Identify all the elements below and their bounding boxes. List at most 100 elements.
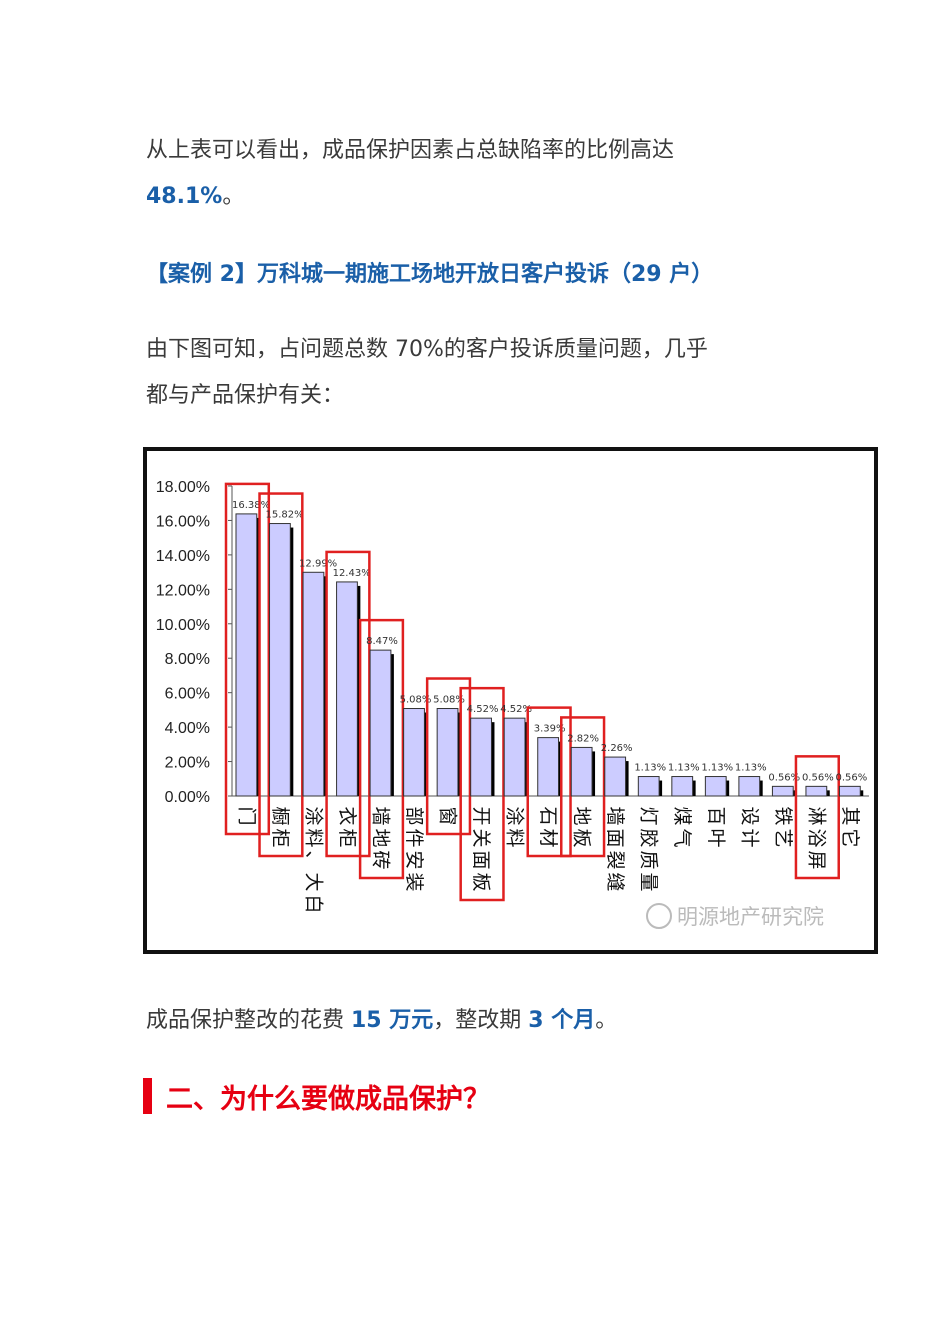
category-label: 件 — [403, 828, 425, 847]
category-label: 设 — [738, 806, 760, 825]
bar-value-label: 1.13% — [634, 763, 666, 774]
bar — [369, 649, 392, 797]
category-label: 面 — [604, 828, 626, 847]
paragraph-punct: 。 — [222, 184, 245, 209]
category-label: 涂 — [302, 806, 324, 825]
category-label: 淋 — [805, 806, 827, 825]
category-label: 裂 — [604, 850, 626, 869]
category-label: 料 — [302, 828, 324, 847]
bar-value-label: 4.52% — [500, 704, 532, 715]
category-label: 大 — [302, 872, 324, 891]
paragraph-line-2: 都与产品保护有关： — [146, 383, 345, 408]
y-tick-label: 2.00% — [165, 755, 210, 772]
cost-text-a: 成品保护整改的花费 — [146, 1008, 351, 1033]
paragraph-defect-rate: 从上表可以看出，成品保护因素占总缺陷率的比例高达 48.1%。 — [146, 128, 674, 220]
bar-value-label: 8.47% — [366, 636, 398, 647]
y-tick-label: 0.00% — [165, 789, 210, 806]
category-label: 质 — [638, 850, 660, 869]
category-label: 墙 — [369, 806, 391, 825]
category-label: 砖 — [369, 850, 391, 869]
bar — [671, 776, 694, 797]
bar — [503, 717, 526, 797]
bar-value-label: 1.13% — [735, 763, 767, 774]
category-label: 橱 — [269, 806, 291, 825]
category-label: 地 — [571, 806, 593, 825]
highlight-box — [358, 618, 405, 880]
bar — [637, 776, 660, 797]
paragraph-cost: 成品保护整改的花费 15 万元，整改期 3 个月。 — [146, 998, 617, 1044]
category-label: 浴 — [805, 828, 827, 847]
category-label: 百 — [705, 806, 727, 825]
category-label: 料 — [504, 828, 526, 847]
category-label: 板 — [571, 828, 593, 847]
category-label: 门 — [235, 806, 257, 825]
category-label: 其 — [839, 806, 861, 825]
category-label: 关 — [470, 828, 492, 847]
y-tick-label: 16.00% — [156, 513, 210, 530]
category-label: 涂 — [504, 806, 526, 825]
category-label: 缝 — [604, 872, 626, 891]
bar — [570, 746, 593, 797]
category-label: 柜 — [269, 828, 291, 847]
case-heading: 【案例 2】万科城一期施工场地开放日客户投诉（29 户） — [146, 262, 714, 287]
highlight-percentage: 48.1% — [146, 184, 223, 209]
wechat-icon — [646, 903, 672, 929]
y-tick-label: 14.00% — [156, 548, 210, 565]
bar — [537, 737, 560, 797]
paragraph-text: 从上表可以看出，成品保护因素占总缺陷率的比例高达 — [146, 138, 675, 163]
cost-text-c: ，整改期 — [433, 1008, 529, 1033]
category-label: 计 — [738, 828, 760, 847]
category-label: 窗 — [437, 806, 459, 825]
category-label: 铁 — [772, 806, 794, 825]
bar — [470, 717, 492, 797]
bar-value-label: 0.56% — [802, 772, 834, 783]
bar-value-label: 12.43% — [333, 568, 371, 579]
category-label: 地 — [369, 828, 391, 847]
bar-value-label: 0.56% — [835, 772, 867, 783]
cost-duration: 3 个月 — [528, 1008, 596, 1033]
category-label: 、 — [302, 850, 324, 869]
bar — [403, 708, 425, 797]
category-label: 面 — [470, 850, 492, 869]
category-label: 板 — [470, 872, 492, 891]
highlight-box — [425, 677, 472, 836]
bar — [336, 581, 358, 797]
bar-value-label: 3.39% — [534, 724, 566, 735]
bar-value-label: 1.13% — [701, 763, 733, 774]
paragraph-complaints: 由下图可知，占问题总数 70%的客户投诉质量问题，几乎 都与产品保护有关： — [146, 327, 708, 419]
category-label: 艺 — [772, 828, 794, 847]
category-label: 材 — [537, 828, 559, 847]
chart-canvas: 0.00% 2.00% 4.00% 6.00% 8.00% 10.00% 12.00% 14.… — [156, 479, 869, 929]
bar-value-label: 5.08% — [400, 695, 432, 706]
y-tick-label: 6.00% — [165, 686, 210, 703]
y-tick-label: 12.00% — [156, 582, 210, 599]
category-label: 安 — [403, 850, 425, 869]
category-label: 屏 — [805, 850, 827, 869]
bar-value-label: 4.52% — [467, 704, 499, 715]
category-label: 墙 — [604, 806, 626, 825]
highlight-box — [224, 482, 271, 836]
bar — [235, 513, 258, 797]
bar-value-label: 16.38% — [232, 500, 270, 511]
bar-value-label: 1.13% — [668, 763, 700, 774]
bar — [805, 785, 828, 797]
y-tick-label: 4.00% — [165, 720, 210, 737]
bar — [704, 776, 727, 797]
bar — [269, 523, 291, 797]
cost-text-e: 。 — [595, 1008, 618, 1033]
category-label: 量 — [638, 872, 660, 891]
bar — [436, 708, 459, 797]
bar — [738, 776, 761, 797]
bar — [604, 756, 627, 797]
bar — [302, 571, 325, 797]
category-label: 煤 — [671, 806, 693, 825]
category-label: 开 — [470, 806, 492, 825]
watermark: 明源地产研究院 — [677, 905, 824, 929]
highlight-box — [794, 755, 840, 880]
bar-value-label: 12.99% — [299, 558, 337, 569]
complaint-bar-chart: 0.00% 2.00% 4.00% 6.00% 8.00% 10.00% 12.00% 14.… — [143, 447, 878, 954]
highlight-box — [459, 686, 505, 902]
category-label: 灯 — [638, 806, 660, 825]
category-label: 石 — [537, 806, 559, 825]
bar — [838, 785, 861, 797]
